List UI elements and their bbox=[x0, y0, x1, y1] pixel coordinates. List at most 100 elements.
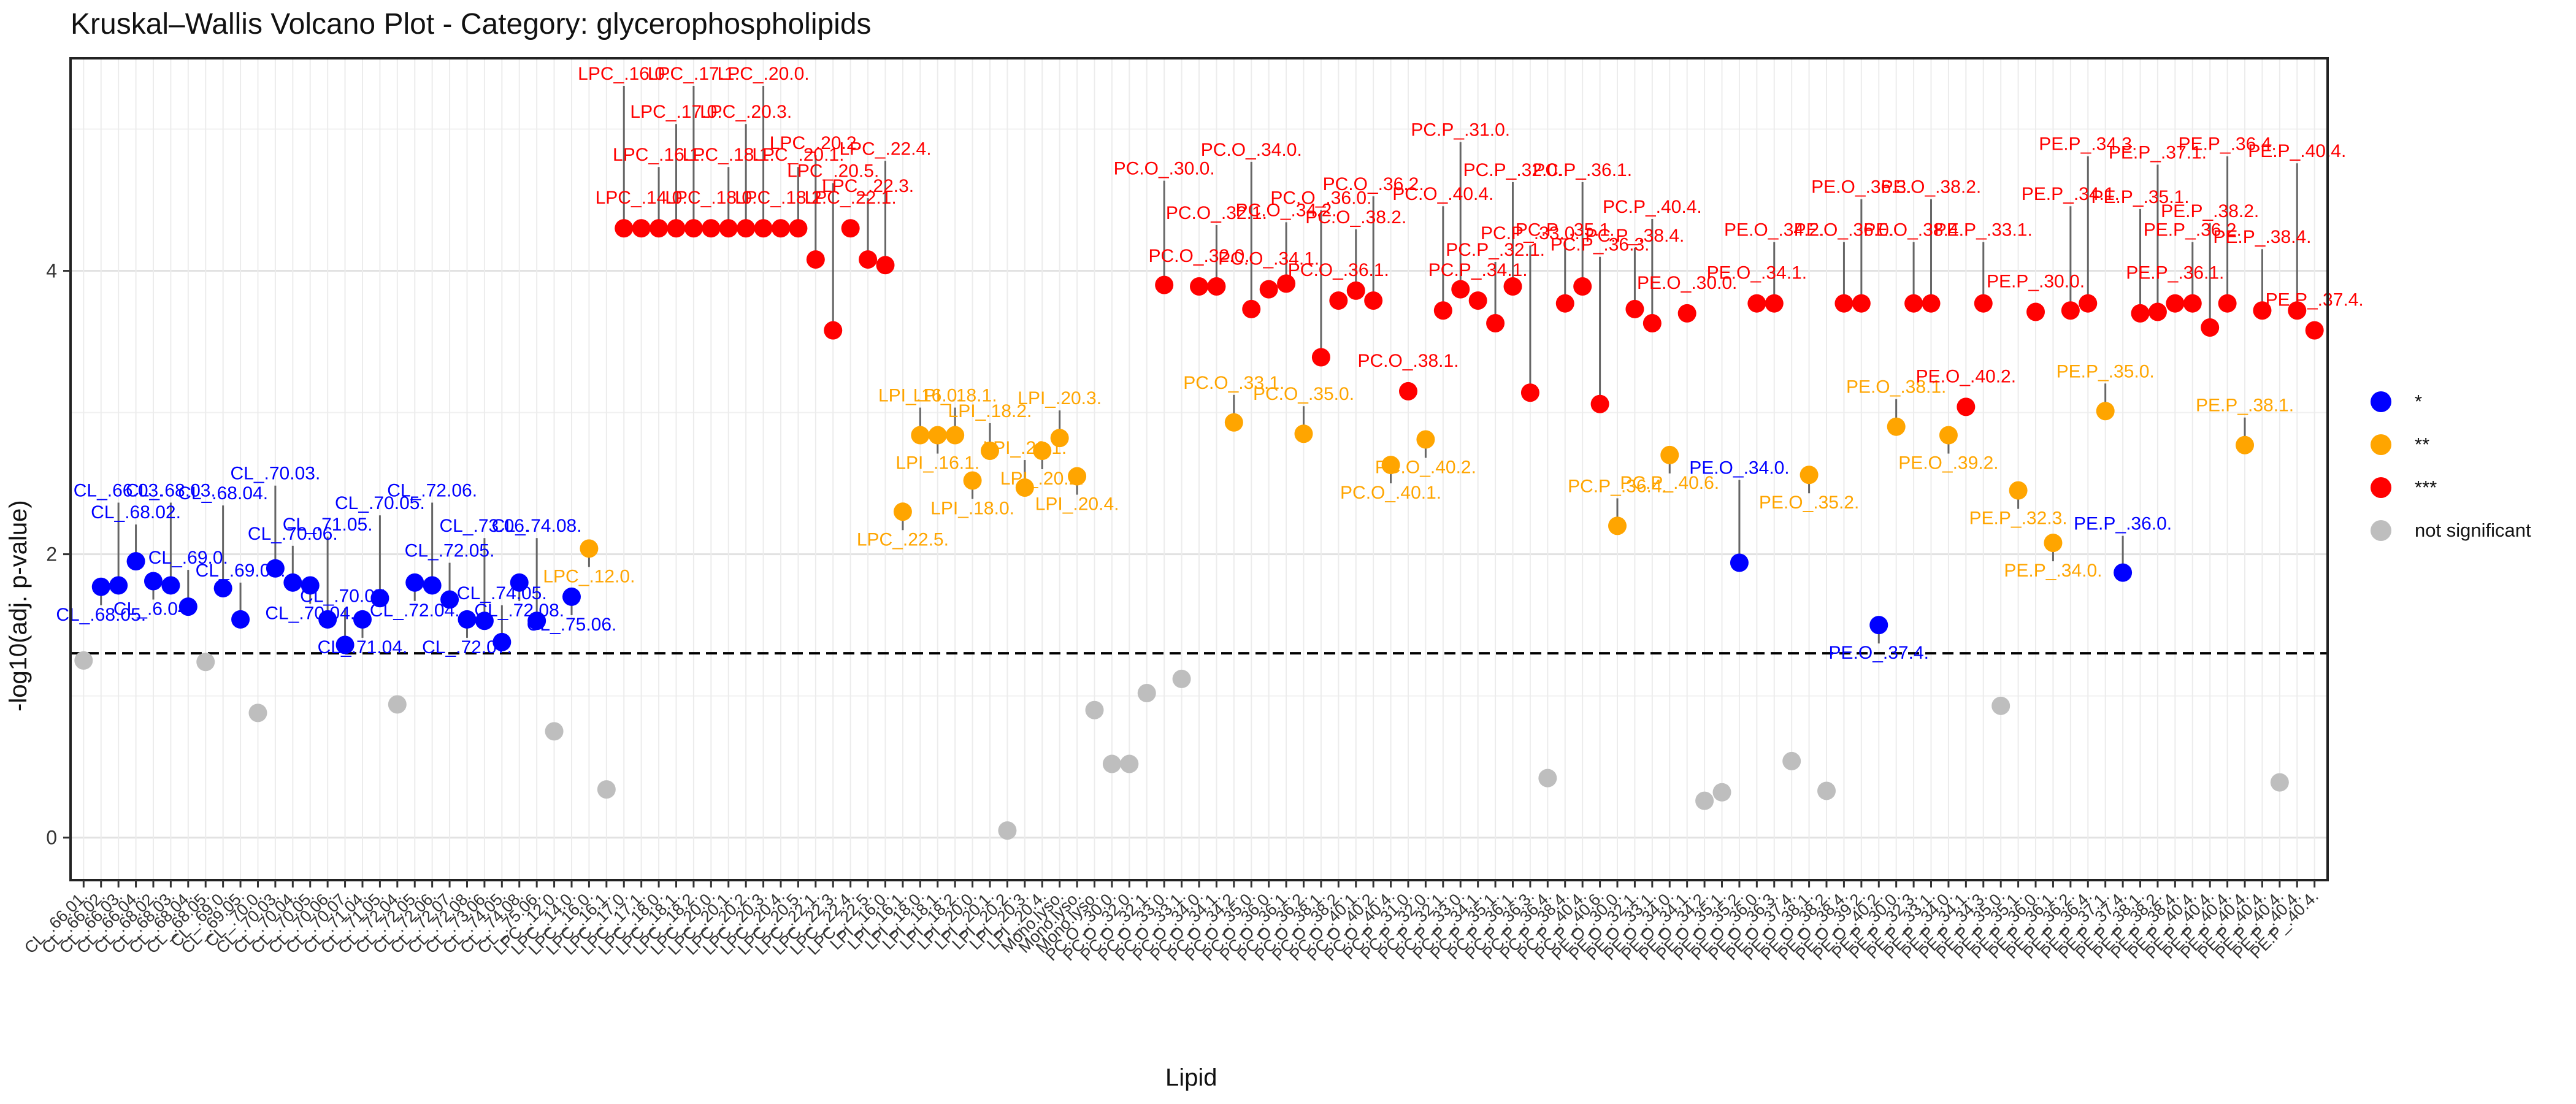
data-point bbox=[876, 256, 895, 275]
data-point bbox=[1033, 441, 1052, 460]
point-label: PE.P_.36.4. bbox=[2179, 134, 2277, 155]
point-label: PC.O_.40.2. bbox=[1375, 457, 1476, 477]
data-point bbox=[1922, 294, 1941, 313]
data-point bbox=[458, 610, 477, 629]
data-point bbox=[301, 576, 320, 595]
y-tick-label: 2 bbox=[46, 543, 57, 565]
point-label: LPI_.20.4. bbox=[1035, 494, 1119, 515]
data-point bbox=[1608, 516, 1627, 535]
point-label: LPI_.18.2. bbox=[948, 401, 1032, 421]
data-point bbox=[335, 635, 355, 654]
point-label: PE.P_.38.4. bbox=[2213, 227, 2311, 247]
point-label: PC.P_.32.1. bbox=[1446, 240, 1545, 260]
data-point bbox=[650, 219, 669, 238]
point-label: CL_.70.06. bbox=[248, 524, 338, 544]
data-point bbox=[2270, 773, 2289, 792]
data-point bbox=[2096, 402, 2115, 421]
data-point bbox=[2026, 302, 2045, 321]
data-point bbox=[2009, 481, 2028, 500]
point-label: PC.P_.36.1. bbox=[1533, 160, 1632, 180]
point-label: PE.O_.34.1. bbox=[1707, 263, 1807, 283]
point-label: PE.P_.34.3. bbox=[2039, 134, 2137, 155]
data-point bbox=[2131, 304, 2150, 323]
point-label: CL_.73.06. bbox=[440, 516, 530, 536]
data-point bbox=[841, 219, 860, 238]
data-point bbox=[1904, 294, 1923, 313]
data-point bbox=[1259, 280, 1278, 299]
data-point bbox=[789, 219, 808, 238]
data-point bbox=[1590, 394, 1609, 413]
data-point bbox=[1329, 291, 1348, 310]
point-label: PC.P_.40.6. bbox=[1620, 473, 1719, 493]
point-label: CL_.71.05. bbox=[283, 515, 373, 535]
data-point bbox=[1887, 417, 1906, 436]
point-label: PE.O_.34.0. bbox=[1689, 458, 1789, 478]
point-label: CL_.70.03. bbox=[231, 464, 321, 484]
data-point bbox=[928, 426, 947, 445]
point-label: PE.P_.38.2. bbox=[2161, 201, 2259, 221]
data-point bbox=[2166, 294, 2185, 313]
data-point bbox=[859, 250, 878, 269]
data-point bbox=[893, 502, 912, 521]
data-point bbox=[178, 597, 197, 616]
point-label: CL_.70.05. bbox=[335, 493, 425, 513]
point-label: PC.P_.34.1. bbox=[1428, 260, 1528, 280]
point-label: LPC_.20.3. bbox=[700, 102, 792, 122]
data-point bbox=[1730, 553, 1749, 572]
data-point bbox=[597, 780, 616, 799]
data-point bbox=[196, 653, 215, 672]
data-point bbox=[615, 219, 634, 238]
data-point bbox=[2148, 302, 2167, 321]
point-label: CL_.72.04. bbox=[370, 600, 460, 621]
point-label: LPC_.18.0. bbox=[665, 188, 757, 208]
legend-swatch bbox=[2371, 391, 2391, 412]
point-label: PE.P_.38.1. bbox=[2196, 396, 2294, 416]
point-label: PE.P_.34.1. bbox=[2022, 184, 2120, 204]
point-label: PE.O_.39.2. bbox=[1898, 453, 1998, 473]
point-label: PE.P_.36.1. bbox=[2126, 263, 2224, 283]
data-point bbox=[1695, 791, 1714, 810]
point-label: PE.P_.35.1. bbox=[2091, 187, 2189, 207]
point-label: PC.P_.36.3. bbox=[1551, 235, 1650, 255]
data-point bbox=[213, 579, 232, 598]
data-point bbox=[1277, 274, 1296, 293]
point-label: LPC_.20.0. bbox=[718, 64, 810, 84]
point-label: PC.O_.34.2. bbox=[1236, 200, 1337, 220]
point-label: PC.P_.31.0. bbox=[1411, 120, 1510, 140]
x-axis-label: Lipid bbox=[1165, 1064, 1217, 1091]
data-point bbox=[2236, 435, 2255, 454]
data-point bbox=[719, 219, 738, 238]
data-point bbox=[2305, 321, 2324, 340]
data-point bbox=[231, 610, 250, 629]
legend-label: * bbox=[2415, 391, 2423, 412]
point-label: LPI_.20.1. bbox=[983, 438, 1067, 458]
data-point bbox=[1625, 299, 1644, 318]
data-point bbox=[946, 426, 965, 445]
point-label: PE.P_.40.4. bbox=[2248, 141, 2346, 161]
point-label: PC.O_.36.1. bbox=[1288, 260, 1389, 280]
point-label: PE.P_.37.4. bbox=[2266, 290, 2364, 310]
point-label: PC.P_.33.0. bbox=[1481, 223, 1580, 243]
point-label: PE.P_.36.2. bbox=[2144, 220, 2242, 240]
legend-item: * bbox=[2371, 380, 2531, 423]
point-label: PE.O_.38.4. bbox=[1863, 220, 1963, 240]
data-point bbox=[1800, 466, 1819, 485]
data-point bbox=[737, 219, 756, 238]
point-label: LPC_.20.1. bbox=[752, 145, 844, 165]
data-point bbox=[74, 651, 93, 670]
data-point bbox=[562, 587, 581, 606]
data-point bbox=[1677, 304, 1696, 323]
data-point bbox=[754, 219, 773, 238]
data-point bbox=[405, 573, 424, 592]
point-label: PC.P_.38.4. bbox=[1585, 226, 1685, 246]
data-point bbox=[963, 471, 982, 490]
data-point bbox=[2253, 301, 2272, 320]
data-point bbox=[1660, 445, 1679, 464]
data-point bbox=[1311, 348, 1330, 367]
point-label: LPC_.14.0. bbox=[596, 188, 688, 208]
point-label: LPI_.18.1. bbox=[913, 386, 997, 406]
legend-item: ** bbox=[2371, 423, 2531, 466]
point-label: PE.P_.37.1. bbox=[2109, 143, 2207, 163]
data-point bbox=[1765, 294, 1784, 313]
